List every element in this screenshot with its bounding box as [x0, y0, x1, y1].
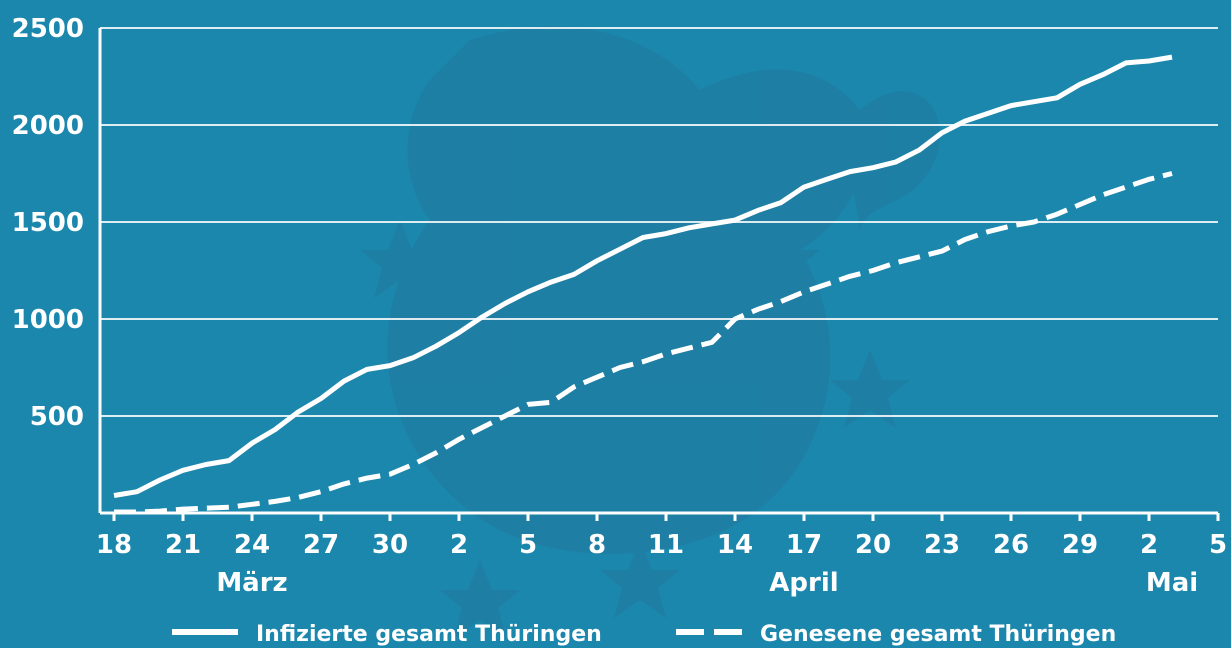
x-tick-label: 5: [519, 530, 537, 560]
x-axis: [98, 28, 1220, 521]
star-icon: [830, 350, 910, 428]
series-line: [114, 171, 1173, 515]
x-tick-label: 30: [372, 530, 408, 560]
x-tick-label: 2: [1140, 530, 1158, 560]
star-icon: [440, 560, 520, 638]
x-tick-label: 8: [588, 530, 606, 560]
x-tick-label: 17: [786, 530, 822, 560]
y-tick-label: 2500: [12, 14, 84, 44]
y-tick-label: 500: [30, 402, 84, 432]
month-labels: März April Mai: [216, 568, 1198, 598]
x-tick-label: 20: [855, 530, 891, 560]
star-icon: [360, 220, 440, 298]
y-tick-label: 1000: [12, 305, 84, 335]
x-tick-label: 21: [165, 530, 201, 560]
x-tick-label: 29: [1062, 530, 1098, 560]
month-label: Mai: [1146, 568, 1198, 598]
x-tick-label: 24: [234, 530, 270, 560]
x-tick-label: 14: [717, 530, 753, 560]
legend: Infizierte gesamt Thüringen Genesene gesa…: [172, 622, 1116, 647]
x-tick-label: 11: [648, 530, 684, 560]
legend-label: Infizierte gesamt Thüringen: [256, 622, 602, 647]
star-icon: [600, 540, 680, 618]
lion-silhouette: [387, 26, 867, 554]
x-tick-label: 2: [450, 530, 468, 560]
x-tick-label: 27: [303, 530, 339, 560]
series-line: [113, 54, 1173, 498]
x-tick-label: 23: [924, 530, 960, 560]
y-tick-label: 1500: [12, 208, 84, 238]
month-label: April: [769, 568, 838, 598]
y-tick-label: 2000: [12, 111, 84, 141]
legend-label: Genesene gesamt Thüringen: [760, 622, 1116, 647]
series-lines: [113, 54, 1173, 515]
x-tick-label: 18: [96, 530, 132, 560]
month-label: März: [216, 568, 287, 598]
y-tick-labels: 500 1000 1500 2000 2500: [12, 14, 84, 432]
x-tick-labels: 18 21 24 27 30 2 5 8 11 14 17 20 23 26 29 2 5: [96, 530, 1227, 560]
x-tick-label: 5: [1209, 530, 1227, 560]
x-tick-label: 26: [993, 530, 1029, 560]
star-icon: [740, 220, 820, 298]
